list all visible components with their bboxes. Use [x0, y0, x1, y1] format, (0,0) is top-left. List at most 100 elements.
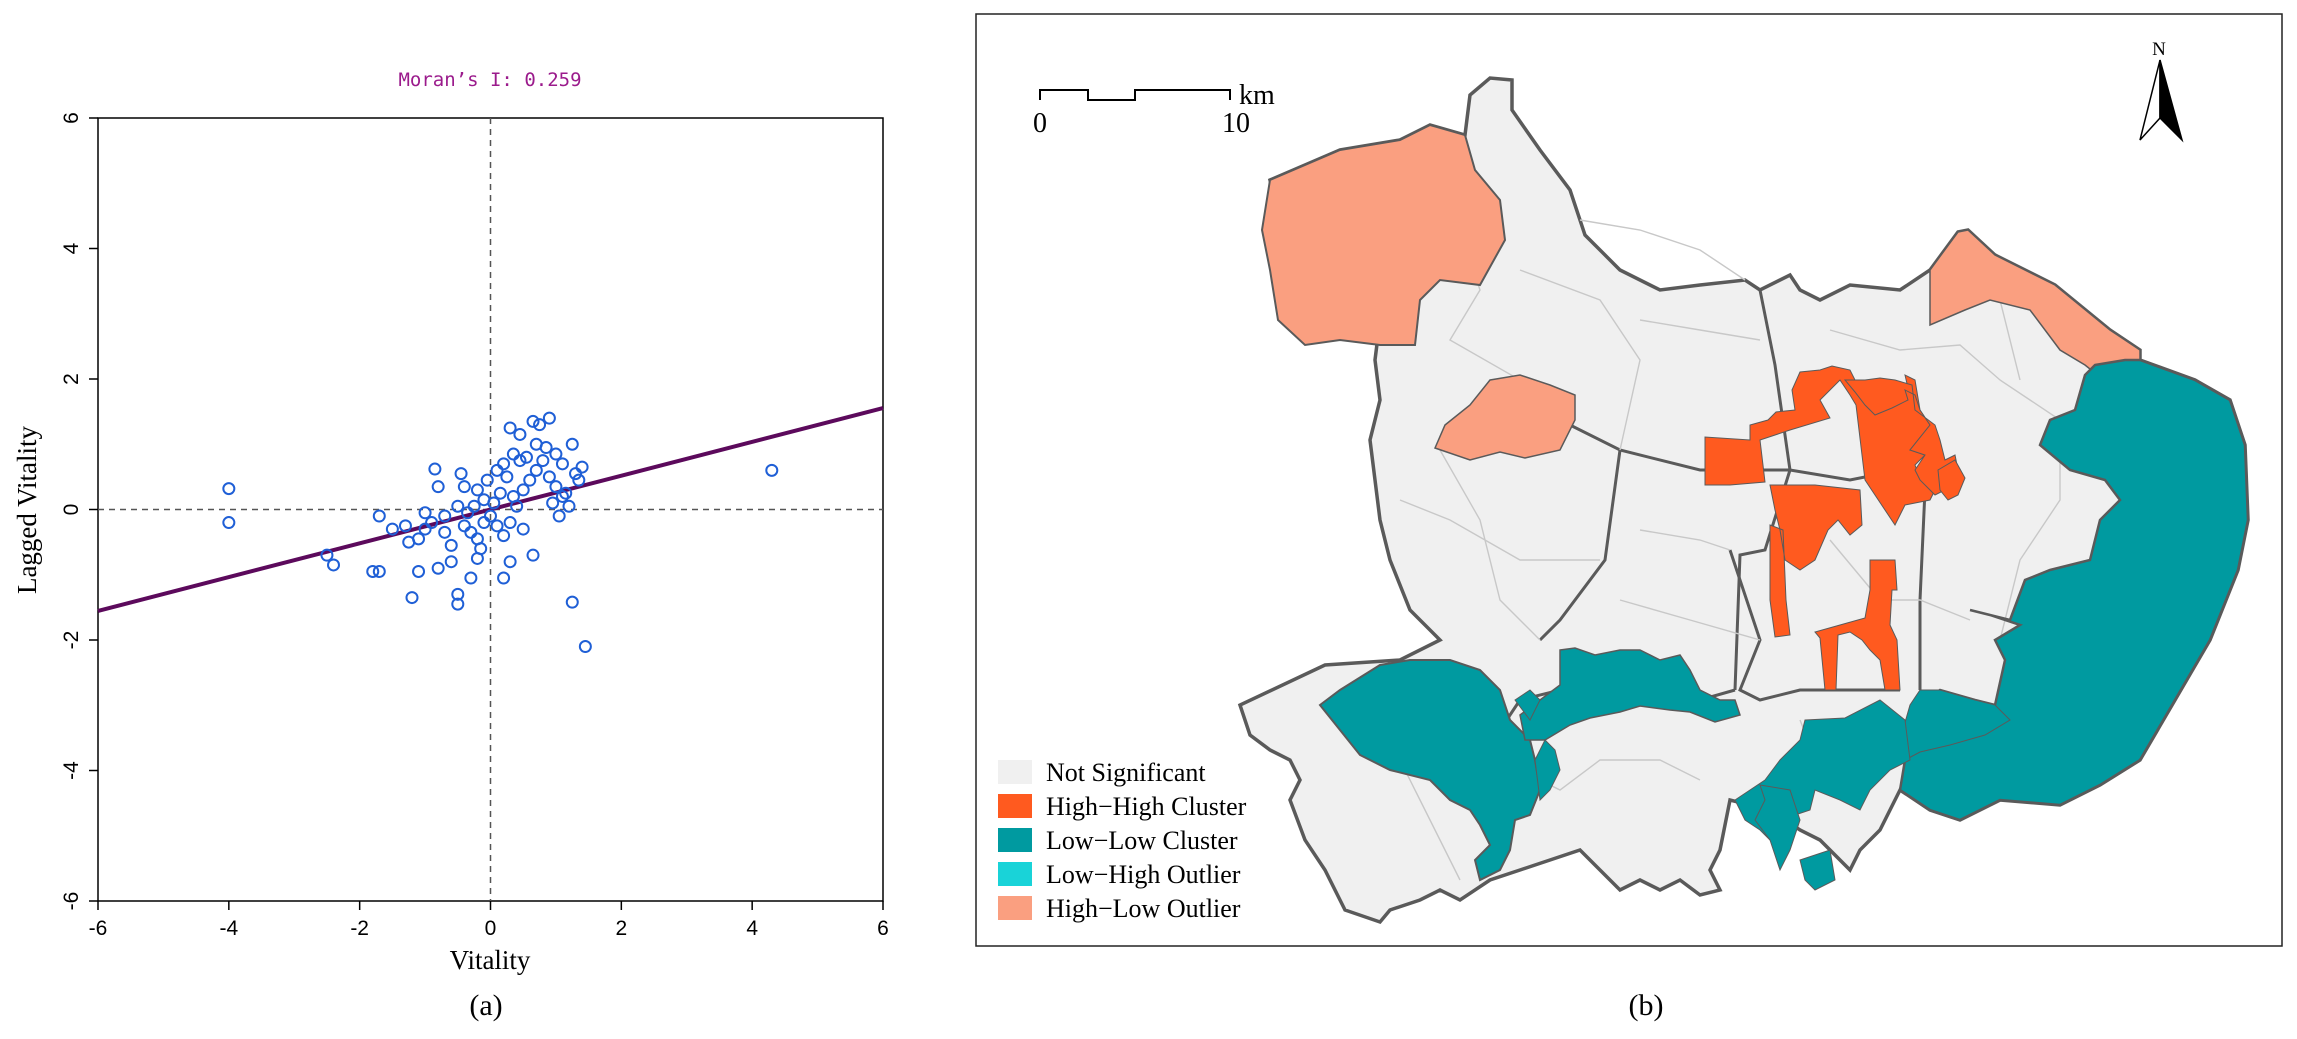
- scatter-point: [542, 470, 556, 484]
- scatter-point: [461, 506, 475, 520]
- scale-bar: 0 10 km: [1033, 80, 1275, 139]
- scatter-point: [497, 529, 511, 543]
- scatter-point: [529, 437, 543, 451]
- high-high-cluster-north: [1843, 377, 1961, 496]
- scatter-point: [575, 460, 589, 474]
- scatter-point: [493, 486, 507, 500]
- scatter-point: [555, 457, 569, 471]
- x-tick-label: -2: [350, 917, 369, 940]
- scatter-point: [431, 561, 445, 575]
- y-tick-label: -6: [60, 892, 83, 911]
- scatter-point: [464, 525, 478, 539]
- scatter-point: [510, 499, 524, 513]
- scatter-point: [513, 454, 527, 468]
- legend-swatch: [998, 760, 1032, 784]
- low-low-cluster-south-central: [1519, 647, 1741, 741]
- scatter-point: [457, 480, 471, 494]
- scatter-point: [412, 564, 426, 578]
- scatter-point: [444, 538, 458, 552]
- x-axis-ticks: -6 -4 -2 0 2 4 6: [89, 901, 889, 940]
- north-arrow-label: N: [2152, 39, 2166, 60]
- y-tick-label: 6: [60, 112, 83, 124]
- legend-swatch: [998, 828, 1032, 852]
- scatter-point: [398, 519, 412, 533]
- high-low-outlier-west: [1433, 374, 1576, 461]
- high-high-cluster-lower: [1814, 559, 1901, 691]
- x-tick-label: 0: [485, 917, 497, 940]
- scatter-point: [552, 509, 566, 523]
- scatter-point: [497, 457, 511, 471]
- x-tick-label: 2: [615, 917, 627, 940]
- scatter-point: [327, 558, 340, 572]
- scatter-point: [484, 509, 497, 523]
- scatter-point: [431, 480, 445, 494]
- scatter-point: [497, 571, 511, 585]
- legend-label: Low−High Outlier: [1046, 860, 1241, 889]
- y-tick-label: 0: [60, 504, 83, 516]
- legend-label: High−Low Outlier: [1046, 894, 1241, 923]
- scatter-point: [500, 470, 514, 484]
- scatter-point: [222, 516, 236, 530]
- scatter-point: [578, 640, 592, 654]
- low-low-cluster-southwest: [1318, 659, 1542, 882]
- y-tick-label: 4: [60, 242, 83, 254]
- low-low-cluster-fragment: [1514, 689, 1561, 802]
- scatter-point: [451, 597, 465, 611]
- scatter-point: [451, 499, 465, 513]
- scale-bar-end: 10: [1222, 108, 1250, 139]
- scatter-point: [526, 414, 540, 428]
- map-legend: Not Significant High−High Cluster Low−Low …: [998, 758, 1247, 923]
- scatter-point: [519, 450, 533, 464]
- legend-swatch: [998, 896, 1032, 920]
- scatter-point: [559, 486, 573, 500]
- reference-lines: [98, 118, 883, 901]
- scatter-point: [428, 462, 442, 476]
- scale-bar-start: 0: [1033, 108, 1047, 139]
- legend-label: High−High Cluster: [1046, 792, 1247, 821]
- scatter-point: [549, 447, 563, 461]
- x-tick-label: -6: [89, 917, 108, 940]
- regression-line: [97, 406, 884, 613]
- scatter-point: [438, 509, 452, 523]
- scatter-point: [503, 516, 517, 530]
- y-axis-ticks: -6 -4 -2 0 2 4 6: [60, 112, 98, 910]
- scatter-point: [477, 516, 491, 530]
- scatter-point: [523, 473, 537, 487]
- scatter-point: [513, 427, 527, 441]
- scatter-point: [546, 496, 560, 510]
- scatter-point: [565, 595, 579, 609]
- scatter-point: [320, 548, 334, 562]
- scatter-point: [444, 555, 458, 569]
- scatter-point: [438, 525, 452, 539]
- y-axis-label: Lagged Vitality: [12, 425, 42, 594]
- scatter-points: [222, 411, 779, 654]
- scatter-point: [470, 483, 484, 497]
- scatter-point: [477, 493, 491, 507]
- scatter-point: [572, 473, 586, 487]
- scatter-point: [425, 516, 439, 530]
- scatter-point: [526, 548, 540, 562]
- low-low-cluster-south-small: [1754, 784, 1836, 891]
- scatter-point: [549, 480, 563, 494]
- scatter-point: [503, 555, 517, 569]
- x-tick-label: -4: [219, 917, 238, 940]
- scale-bar-unit: km: [1239, 80, 1275, 111]
- y-tick-label: -2: [60, 631, 83, 650]
- scatter-point: [533, 418, 547, 432]
- x-tick-label: 6: [877, 917, 889, 940]
- scatter-point: [516, 483, 530, 497]
- scatter-point: [480, 473, 494, 487]
- scatter-point: [490, 463, 504, 477]
- north-arrow: N: [2139, 39, 2184, 143]
- lisa-cluster-map: 0 10 km N Not Significant High−High Clust…: [975, 13, 2283, 1022]
- scatter-point: [565, 437, 579, 451]
- scatter-point: [451, 587, 465, 601]
- scatter-point: [503, 421, 517, 435]
- scatter-point: [467, 499, 481, 513]
- y-tick-label: 2: [60, 373, 83, 385]
- scatter-point: [385, 522, 399, 536]
- y-tick-label: -4: [60, 761, 83, 780]
- scatter-point: [457, 519, 471, 533]
- scatter-point: [474, 542, 488, 556]
- scatter-point: [402, 535, 416, 549]
